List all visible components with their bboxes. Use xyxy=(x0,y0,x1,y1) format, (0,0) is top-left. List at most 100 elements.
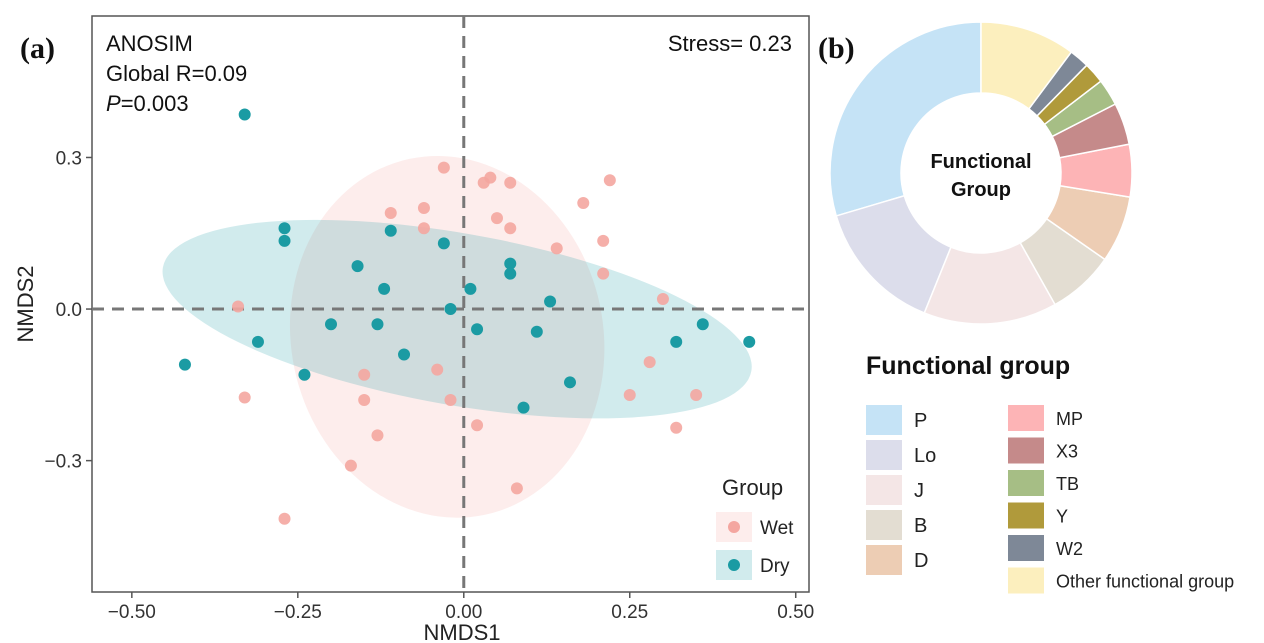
legend-swatch-mp xyxy=(1008,405,1044,431)
plot-frame xyxy=(91,15,810,593)
legend-label-other-functional-group: Other functional group xyxy=(1056,572,1234,592)
point-wet xyxy=(690,388,703,401)
donut-chart xyxy=(829,21,1133,325)
point-wet xyxy=(504,176,517,189)
point-dry xyxy=(504,257,517,270)
anosim-title: ANOSIM xyxy=(106,31,193,56)
point-wet xyxy=(232,300,245,313)
point-wet xyxy=(597,234,610,247)
point-wet xyxy=(603,174,616,187)
point-dry xyxy=(504,267,517,280)
y-tick-label: −0.3 xyxy=(44,452,82,473)
point-wet xyxy=(417,222,430,235)
x-tick-label: 0.25 xyxy=(611,602,648,623)
point-dry xyxy=(544,295,557,308)
legend-swatch-tb xyxy=(1008,470,1044,496)
x-tick-label: −0.25 xyxy=(274,602,322,623)
point-dry xyxy=(398,348,411,361)
point-wet xyxy=(358,394,371,406)
legend-title: Group xyxy=(722,475,783,500)
panel-b-label: (b) xyxy=(818,32,855,65)
y-tick-label: 0.0 xyxy=(56,300,82,321)
legend-swatch-lo xyxy=(866,440,902,470)
legend-label-b: B xyxy=(914,515,927,537)
legend-swatch-j xyxy=(866,475,902,505)
point-wet xyxy=(550,242,563,255)
donut-center-line2: Group xyxy=(951,179,1011,201)
point-wet xyxy=(623,388,636,401)
point-dry xyxy=(743,335,756,348)
donut-center-line1: Functional xyxy=(930,151,1031,173)
anosim-p-value: P=0.003 xyxy=(106,91,189,116)
point-dry xyxy=(325,318,337,331)
point-wet xyxy=(358,368,371,381)
point-wet xyxy=(278,512,291,525)
point-dry xyxy=(351,260,364,273)
point-dry xyxy=(464,282,477,295)
slice-other-functional-group xyxy=(980,21,1073,110)
legend-label-tb: TB xyxy=(1056,474,1079,494)
x-axis-label: NMDS1 xyxy=(423,620,500,643)
point-wet xyxy=(238,391,251,404)
point-wet xyxy=(490,212,503,225)
point-dry xyxy=(251,335,264,348)
legend-swatch-y xyxy=(1008,502,1044,529)
ellipse-wet xyxy=(289,155,605,518)
x-ticks: −0.50 −0.25 0.00 0.25 0.50 xyxy=(108,592,814,623)
point-dry xyxy=(564,376,576,389)
point-wet xyxy=(656,292,669,305)
legend-swatch-p xyxy=(866,405,902,435)
point-wet xyxy=(431,363,444,376)
functional-group-panel: (b) Functional Group Functional group PL… xyxy=(818,21,1234,594)
y-tick-label: 0.3 xyxy=(56,148,82,169)
point-dry xyxy=(371,318,384,331)
group-legend: Group Wet Dry xyxy=(716,475,794,580)
x-tick-label: −0.50 xyxy=(108,602,156,623)
point-wet xyxy=(384,207,397,220)
legend-swatch-x3 xyxy=(1008,437,1044,464)
point-wet xyxy=(444,394,457,406)
point-dry xyxy=(178,358,191,371)
legend-label-x3: X3 xyxy=(1056,442,1078,462)
point-wet xyxy=(670,421,683,434)
point-wet xyxy=(437,161,450,174)
legend-label-lo: Lo xyxy=(914,445,936,467)
point-dry xyxy=(437,237,450,250)
point-wet xyxy=(504,222,517,235)
point-wet xyxy=(471,419,484,432)
functional-legend: P Lo JBD MP X3 TB Y W2 Other functional group xyxy=(866,405,1234,594)
point-dry xyxy=(384,224,397,237)
legend-key-dry xyxy=(728,559,740,571)
point-wet xyxy=(577,196,590,209)
data-points xyxy=(178,108,756,525)
legend-key-wet xyxy=(728,521,740,533)
legend-swatch-d xyxy=(866,545,902,575)
legend-label-j: J xyxy=(914,480,924,502)
point-wet xyxy=(510,482,523,495)
legend-swatch-b xyxy=(866,510,902,540)
functional-legend-title: Functional group xyxy=(866,352,1070,380)
legend-label-p: P xyxy=(914,410,927,432)
x-tick-label: 0.00 xyxy=(445,602,482,623)
legend-swatch-w2 xyxy=(1008,535,1044,561)
y-axis-label: NMDS2 xyxy=(13,265,38,342)
point-wet xyxy=(484,171,497,184)
legend-label-wet: Wet xyxy=(760,518,794,539)
x-tick-label: 0.50 xyxy=(777,602,814,623)
y-ticks: −0.3 0.0 0.3 xyxy=(44,148,92,473)
anosim-p-number: =0.003 xyxy=(121,91,189,116)
point-wet xyxy=(597,267,610,280)
point-wet xyxy=(417,202,430,214)
point-wet xyxy=(344,459,357,472)
legend-swatch-other-functional-group xyxy=(1008,567,1044,594)
stress-label: Stress= 0.23 xyxy=(668,31,792,56)
anosim-global-r: Global R=0.09 xyxy=(106,61,247,86)
legend-label-mp: MP xyxy=(1056,409,1083,429)
legend-label-y: Y xyxy=(1056,507,1068,527)
point-wet xyxy=(643,356,656,369)
point-dry xyxy=(278,234,291,247)
point-dry xyxy=(298,368,311,381)
slice-p xyxy=(829,21,982,217)
panel-a-label: (a) xyxy=(20,32,55,65)
